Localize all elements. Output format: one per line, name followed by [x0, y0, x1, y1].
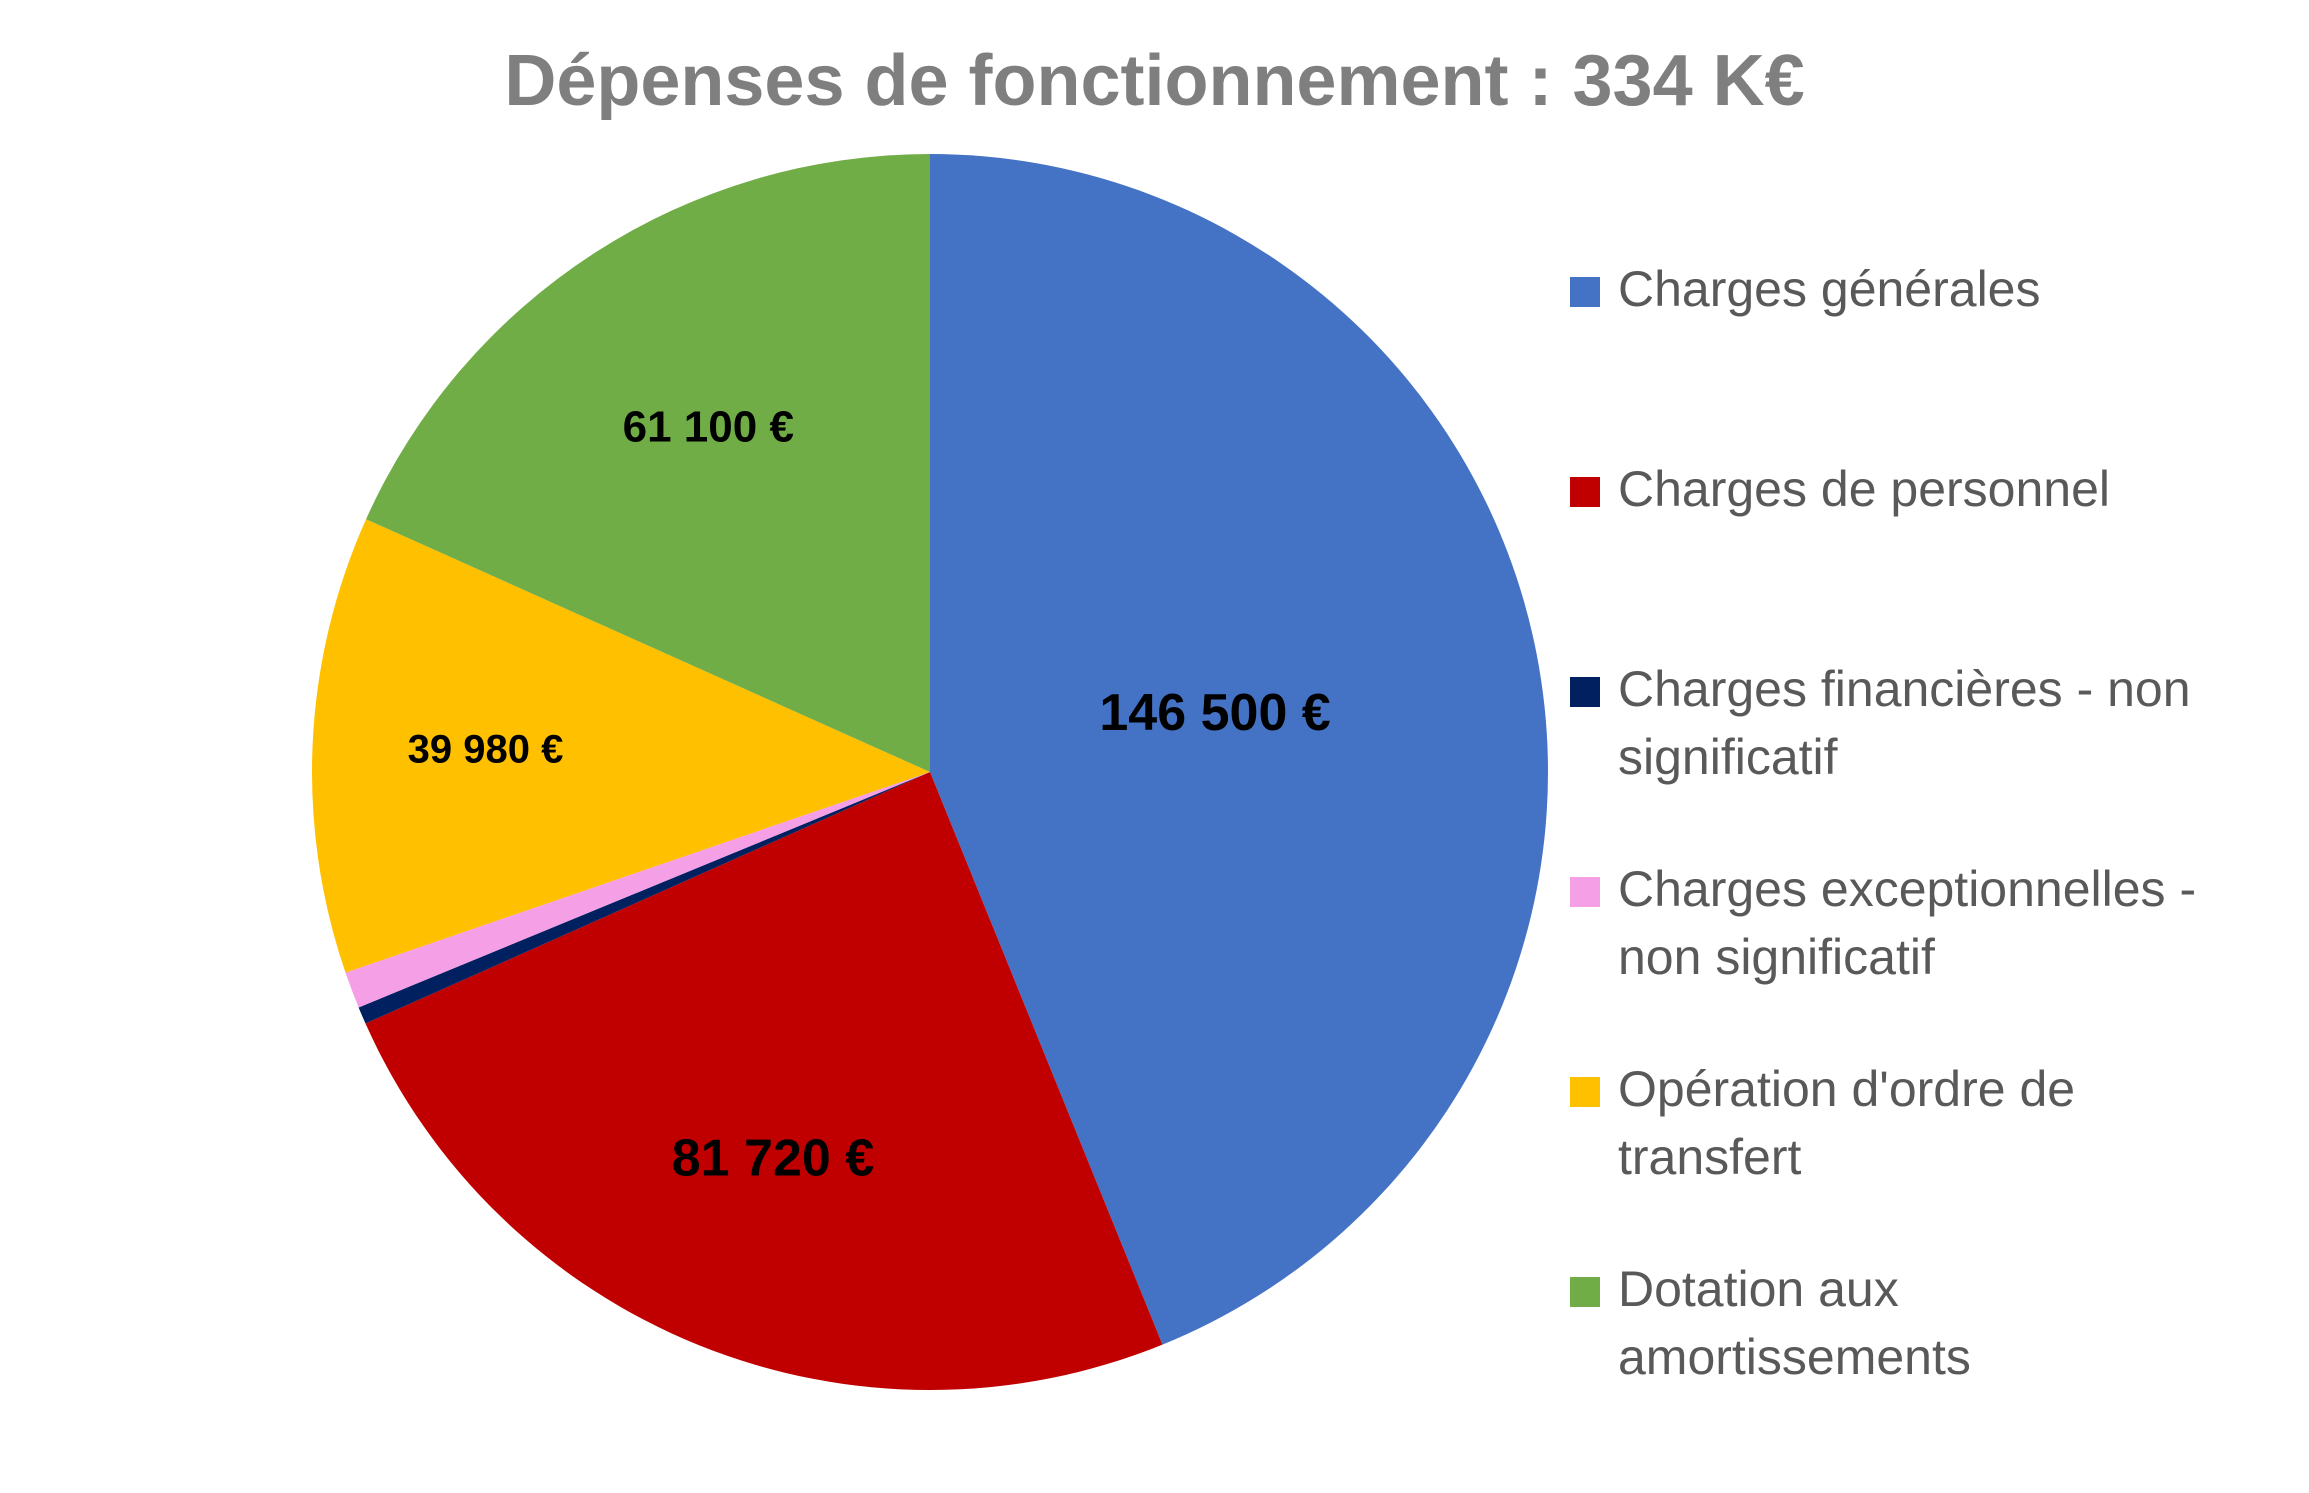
legend-swatch [1570, 477, 1600, 507]
pie-slice-1 [930, 154, 1549, 1345]
pie-slice-2 [365, 772, 1163, 1391]
pie-slice-6 [366, 154, 930, 772]
legend-item-4: Charges exceptionnelles - non significat… [1570, 855, 2238, 991]
legend-item-5: Opération d'ordre de transfert [1570, 1055, 2238, 1191]
slice-data-label-6: 61 100 € [623, 402, 794, 451]
legend-item-6: Dotation aux amortissements [1570, 1255, 2238, 1391]
legend-swatch [1570, 677, 1600, 707]
legend-swatch [1570, 1277, 1600, 1307]
pie-slice-3 [358, 772, 930, 1024]
legend-label: Charges exceptionnelles - non significat… [1618, 861, 2197, 985]
legend-item-1: Charges générales [1570, 255, 2238, 323]
legend-swatch [1570, 877, 1600, 907]
legend-swatch [1570, 277, 1600, 307]
legend-label: Charges financières - non significatif [1618, 661, 2191, 785]
legend-label: Charges de personnel [1618, 461, 2110, 517]
legend-swatch [1570, 1077, 1600, 1107]
slice-data-label-1: 146 500 € [1099, 684, 1330, 742]
pie-slice-4 [345, 772, 931, 1008]
slice-data-label-5: 39 980 € [408, 727, 564, 771]
legend-label: Opération d'ordre de transfert [1618, 1061, 2076, 1185]
legend-item-3: Charges financières - non significatif [1570, 655, 2238, 791]
legend-item-2: Charges de personnel [1570, 455, 2238, 523]
slice-data-label-2: 81 720 € [672, 1130, 874, 1188]
legend-label: Dotation aux amortissements [1618, 1261, 1971, 1385]
pie-slice-5 [312, 519, 930, 973]
chart-title: Dépenses de fonctionnement : 334 K€ [504, 41, 1805, 121]
legend-label: Charges générales [1618, 261, 2041, 317]
